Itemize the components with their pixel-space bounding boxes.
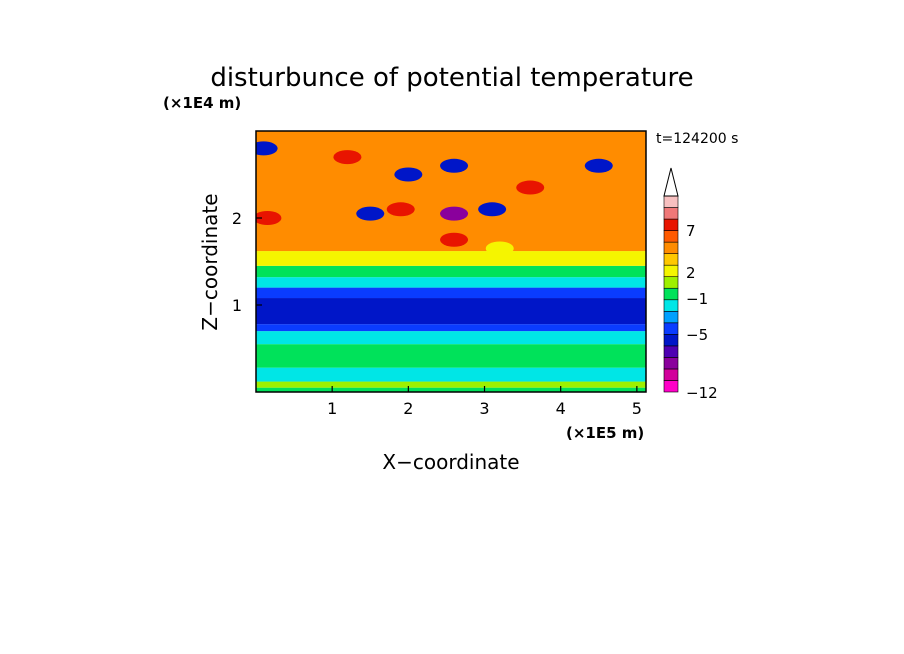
contour-feature xyxy=(256,141,278,156)
x-tick-label: 1 xyxy=(327,399,337,418)
contour-feature xyxy=(256,211,282,225)
colorbar-swatch xyxy=(663,264,679,278)
colorbar-tick-label: 2 xyxy=(686,264,696,282)
contour-feature xyxy=(333,150,362,165)
colorbar-swatch xyxy=(663,368,679,381)
contour-feature xyxy=(440,206,469,221)
colorbar-swatch xyxy=(663,207,679,220)
x-tick-label: 5 xyxy=(632,399,642,418)
colorbar-swatch xyxy=(663,322,679,335)
colorbar-swatch xyxy=(663,345,679,358)
colorbar-swatch xyxy=(663,230,679,243)
contour-feature xyxy=(356,206,385,221)
contour-feature xyxy=(516,180,545,195)
plot-frame xyxy=(255,130,647,393)
chart-title: disturbunce of potential temperature xyxy=(210,63,693,93)
x-tick-label: 4 xyxy=(556,399,566,418)
colorbar-swatch xyxy=(663,253,679,266)
contour-feature xyxy=(485,241,514,256)
contour-feature xyxy=(394,167,423,182)
y-ticks: 12 xyxy=(232,209,262,315)
colorbar: 7 2 −1 −5 −12 xyxy=(663,167,718,402)
contour-band xyxy=(256,344,646,368)
x-scale-label: (×1E5 m) xyxy=(566,424,644,442)
contour-band xyxy=(256,324,646,332)
contour-band xyxy=(256,251,646,266)
contour-band xyxy=(256,277,646,288)
contour-feature xyxy=(440,158,469,173)
y-scale-label: (×1E4 m) xyxy=(163,94,241,112)
colorbar-tick-label: −12 xyxy=(686,384,718,402)
x-ticks: 1 2 3 4 5 xyxy=(327,386,642,418)
contour-feature xyxy=(440,232,469,247)
colorbar-swatch xyxy=(663,218,679,231)
contour-band xyxy=(256,381,646,388)
contour-band xyxy=(256,265,646,278)
y-tick-label: 2 xyxy=(232,209,242,228)
contour-field xyxy=(256,131,646,392)
colorbar-swatch xyxy=(663,195,679,208)
colorbar-tick-label: −1 xyxy=(686,290,708,308)
colorbar-swatch xyxy=(663,380,679,393)
colorbar-swatch xyxy=(663,310,679,324)
contour-band xyxy=(256,298,646,325)
x-axis-label: X−coordinate xyxy=(382,450,519,474)
time-label: t=124200 s xyxy=(656,131,738,147)
colorbar-tick-label: 7 xyxy=(686,222,696,240)
contour-band xyxy=(256,367,646,382)
contour-feature xyxy=(386,202,415,217)
contour-band xyxy=(256,387,646,392)
colorbar-swatch xyxy=(663,334,679,347)
colorbar-swatch xyxy=(663,276,679,289)
y-axis-label: Z−coordinate xyxy=(198,193,222,330)
colorbar-swatch xyxy=(663,357,679,370)
contour-band xyxy=(256,131,646,252)
colorbar-swatch xyxy=(663,287,679,301)
contour-feature xyxy=(584,158,613,173)
y-tick-label: 1 xyxy=(232,296,242,315)
x-tick-label: 3 xyxy=(479,399,489,418)
x-tick-label: 2 xyxy=(403,399,413,418)
colorbar-swatch xyxy=(663,299,679,312)
colorbar-tick-label: −5 xyxy=(686,326,708,344)
contour-feature xyxy=(478,202,507,217)
colorbar-swatch xyxy=(663,241,679,254)
contour-band xyxy=(256,287,646,299)
contour-band xyxy=(256,331,646,345)
colorbar-extend-triangle xyxy=(663,167,679,197)
